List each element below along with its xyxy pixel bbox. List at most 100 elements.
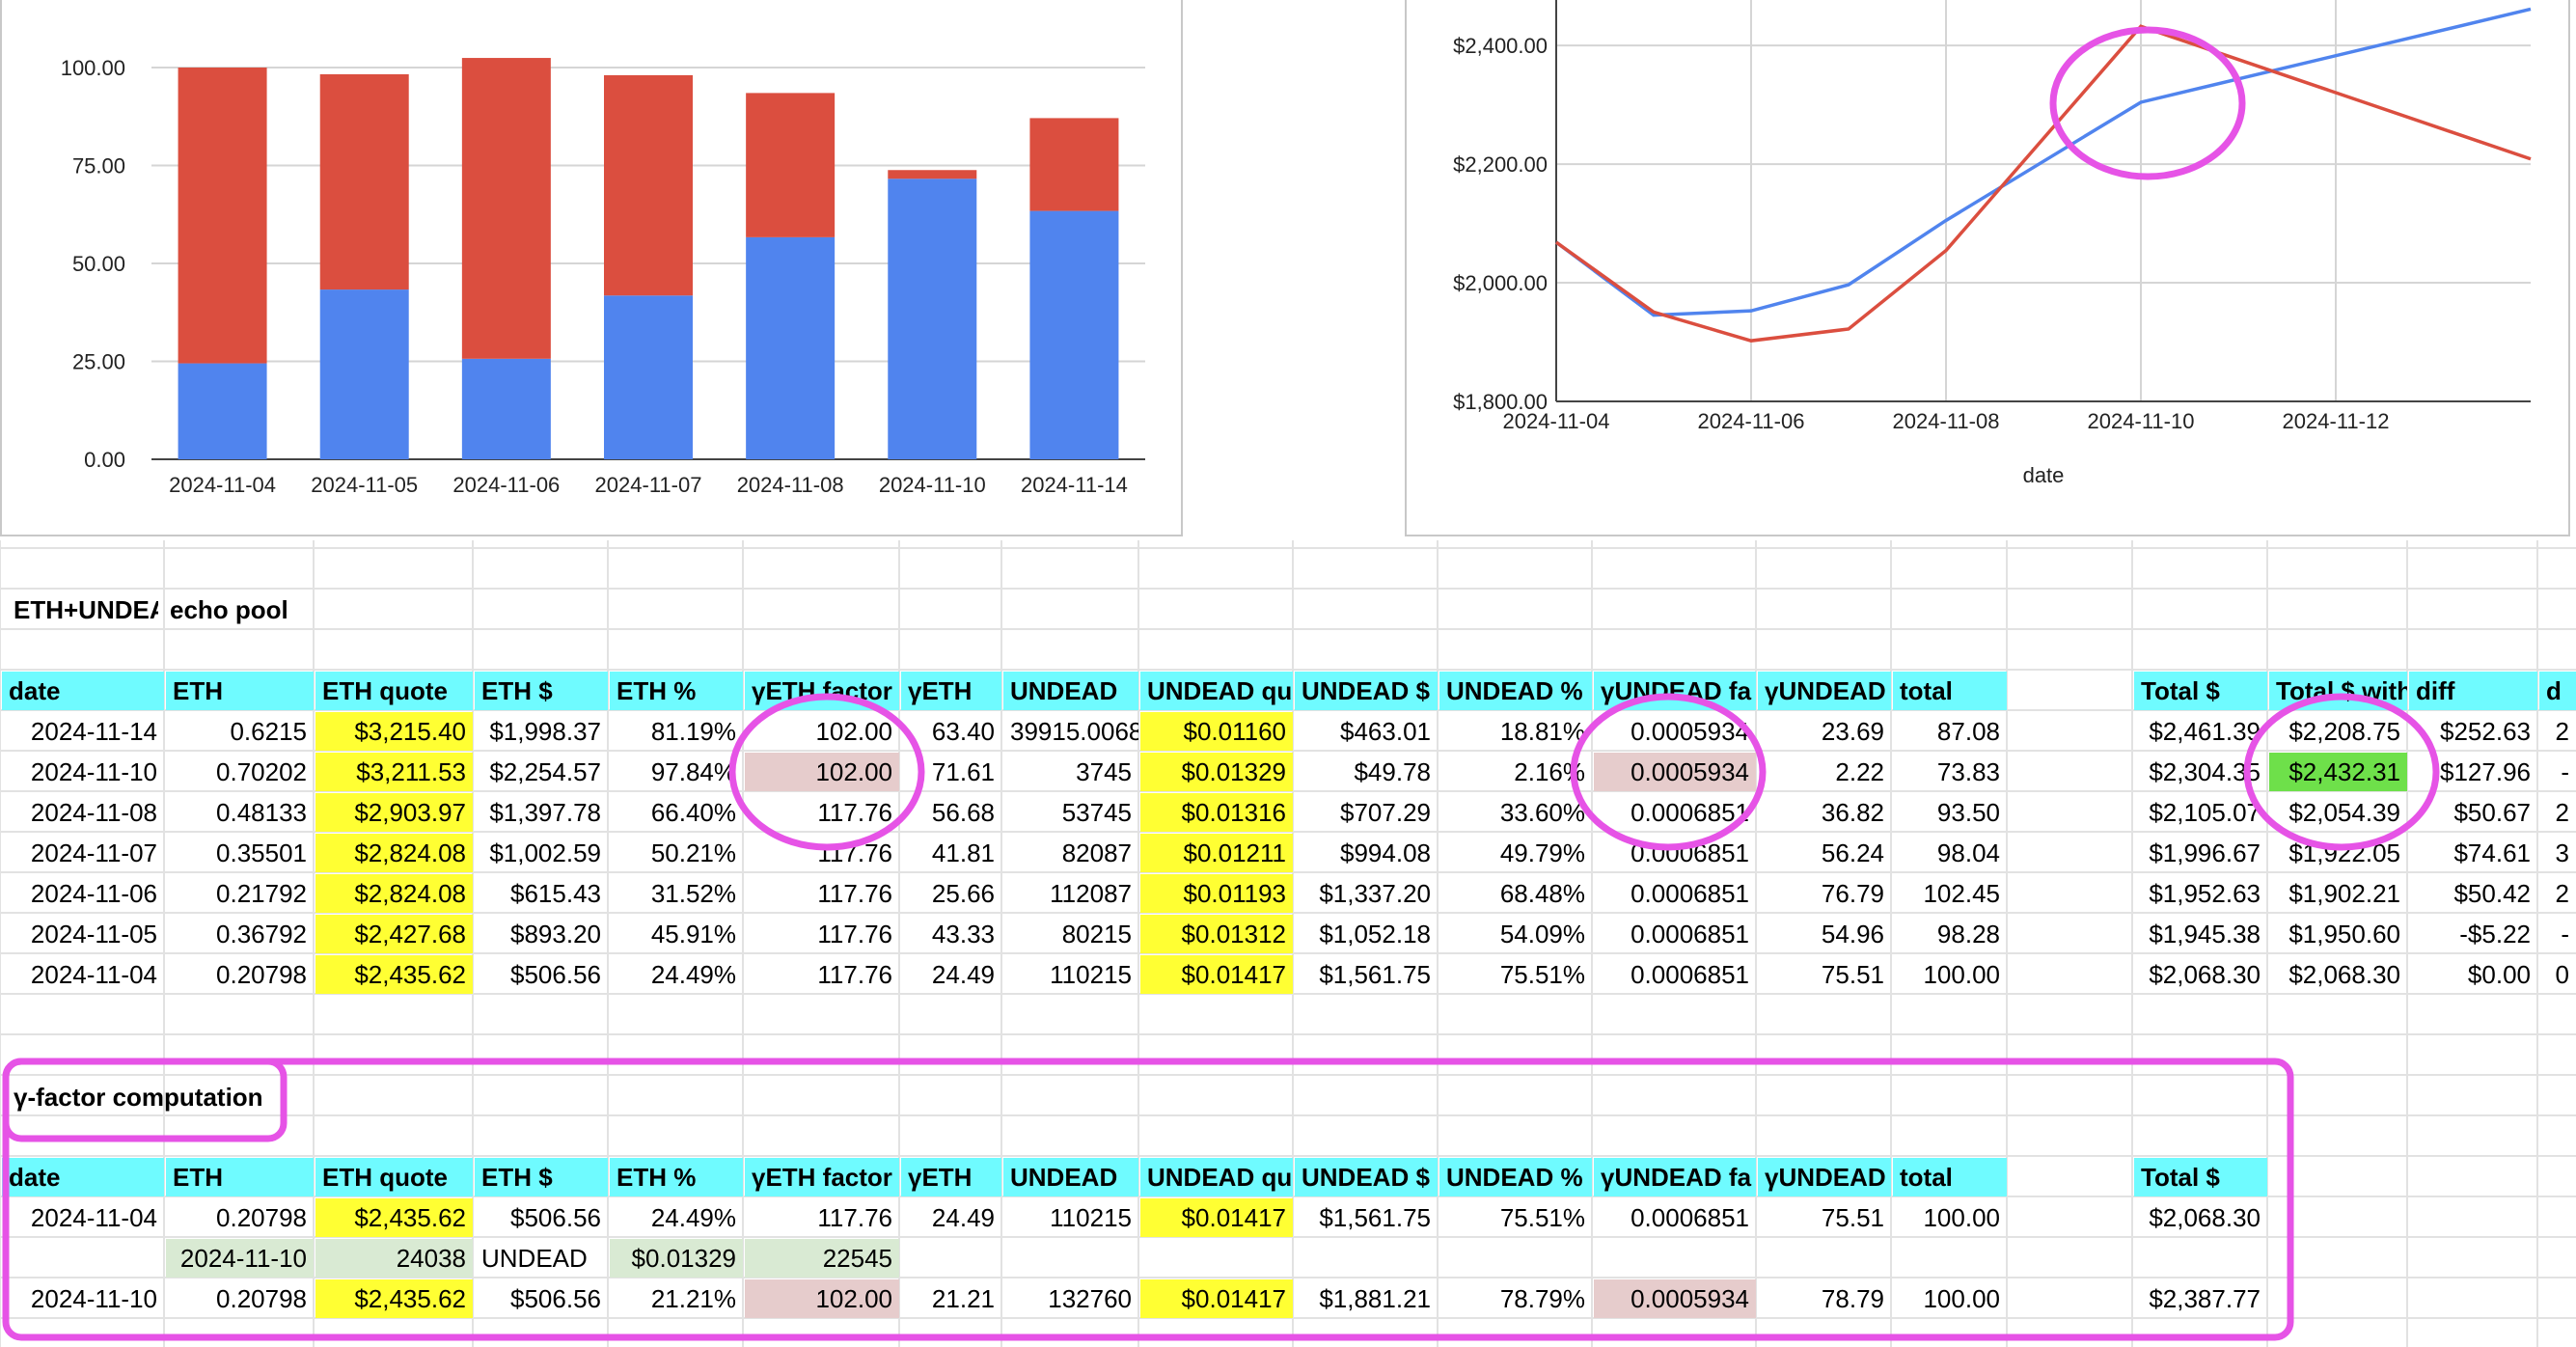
bar-segment-blue[interactable] bbox=[888, 179, 977, 459]
cell-eth-pct[interactable]: 24.49% bbox=[650, 960, 736, 989]
cell-undead[interactable]: 39915.0068 bbox=[1010, 717, 1138, 746]
cell-right-1[interactable]: $1,922.05 bbox=[2288, 838, 2400, 867]
cell-eth[interactable]: 0.36792 bbox=[216, 920, 307, 948]
cell-eth-pct[interactable]: 45.91% bbox=[650, 920, 736, 948]
gamma-cell-eth-usd[interactable]: $506.56 bbox=[510, 1284, 601, 1313]
cell-right-1[interactable]: $1,950.60 bbox=[2288, 920, 2400, 948]
cell-right-0[interactable]: $1,952.63 bbox=[2149, 879, 2261, 908]
bar-segment-blue[interactable] bbox=[604, 295, 693, 459]
cell-geth[interactable]: 25.66 bbox=[931, 879, 995, 908]
gamma-cell-geth[interactable]: 24.49 bbox=[931, 1203, 995, 1232]
cell-gundead[interactable]: 75.51 bbox=[1821, 960, 1884, 989]
gamma-cell-gundead[interactable]: 78.79 bbox=[1821, 1284, 1884, 1313]
bar-segment-red[interactable] bbox=[1029, 118, 1119, 211]
cell-eth[interactable]: 0.6215 bbox=[230, 717, 307, 746]
cell-total[interactable]: 100.00 bbox=[1923, 960, 2000, 989]
cell-right-3[interactable]: 2 bbox=[2555, 798, 2569, 827]
header-right-3[interactable]: d bbox=[2539, 672, 2576, 710]
cell-eth[interactable]: 0.21792 bbox=[216, 879, 307, 908]
bar-segment-blue[interactable] bbox=[178, 363, 267, 459]
cell-eth-usd[interactable]: $1,998.37 bbox=[489, 717, 601, 746]
gamma-cell-eth-quote[interactable]: $2,435.62 bbox=[315, 1198, 473, 1237]
gamma-cell-eth-quote[interactable]: $2,435.62 bbox=[315, 1279, 473, 1318]
cell-date[interactable]: 2024-11-06 bbox=[30, 879, 157, 908]
cell-gundead-factor[interactable]: 0.0006851 bbox=[1631, 879, 1749, 908]
header-geth-factor[interactable]: γETH factor bbox=[745, 672, 899, 710]
cell-undead-usd[interactable]: $49.78 bbox=[1354, 757, 1431, 786]
header-eth-quote[interactable]: ETH quote bbox=[315, 672, 473, 710]
cell-eth-pct[interactable]: 50.21% bbox=[650, 838, 736, 867]
cell-undead[interactable]: 112087 bbox=[1050, 879, 1132, 908]
gamma-calc-cell[interactable]: UNDEAD bbox=[481, 1244, 588, 1273]
header-date[interactable]: date bbox=[2, 672, 164, 710]
cell-right-2[interactable]: -$5.22 bbox=[2459, 920, 2531, 948]
cell-gundead[interactable]: 2.22 bbox=[1835, 757, 1884, 786]
bar-segment-red[interactable] bbox=[461, 58, 551, 359]
cell-geth[interactable]: 24.49 bbox=[931, 960, 995, 989]
cell-gundead-factor[interactable]: 0.0006851 bbox=[1631, 798, 1749, 827]
header-undead-usd[interactable]: UNDEAD $ bbox=[1295, 672, 1438, 710]
cell-date[interactable]: 2024-11-04 bbox=[30, 960, 157, 989]
header-undead-quote[interactable]: UNDEAD qu bbox=[1140, 672, 1293, 710]
cell-geth[interactable]: 41.81 bbox=[931, 838, 995, 867]
gamma-calc-cell[interactable]: 2024-11-10 bbox=[166, 1239, 314, 1278]
gamma-cell-undead-quote[interactable]: $0.01417 bbox=[1140, 1279, 1293, 1318]
gamma-cell-gundead-factor[interactable]: 0.0005934 bbox=[1594, 1279, 1756, 1318]
bar-segment-red[interactable] bbox=[746, 93, 836, 237]
bar-segment-red[interactable] bbox=[319, 73, 409, 290]
cell-right-2[interactable]: $0.00 bbox=[2467, 960, 2531, 989]
cell-undead[interactable]: 53745 bbox=[1061, 798, 1132, 827]
cell-undead-quote[interactable]: $0.01211 bbox=[1140, 834, 1293, 872]
gamma-cell-eth-pct[interactable]: 24.49% bbox=[650, 1203, 736, 1232]
cell-eth[interactable]: 0.20798 bbox=[216, 960, 307, 989]
bar-segment-blue[interactable] bbox=[746, 236, 836, 459]
cell-geth-factor[interactable]: 117.76 bbox=[817, 838, 892, 867]
cell-eth-quote[interactable]: $2,435.62 bbox=[315, 955, 473, 994]
cell-eth-usd[interactable]: $506.56 bbox=[510, 960, 601, 989]
header-geth[interactable]: γETH bbox=[901, 672, 1001, 710]
gamma-cell-gundead-factor[interactable]: 0.0006851 bbox=[1631, 1203, 1749, 1232]
cell-undead[interactable]: 80215 bbox=[1061, 920, 1132, 948]
cell-undead-quote[interactable]: $0.01193 bbox=[1140, 874, 1293, 913]
gamma-cell-eth[interactable]: 0.20798 bbox=[216, 1284, 307, 1313]
cell-date[interactable]: 2024-11-14 bbox=[30, 717, 157, 746]
gamma-header-undead-pct[interactable]: UNDEAD % bbox=[1439, 1158, 1592, 1196]
cell-gundead[interactable]: 23.69 bbox=[1821, 717, 1884, 746]
cell-undead[interactable]: 3745 bbox=[1076, 757, 1132, 786]
cell-gundead-factor[interactable]: 0.0006851 bbox=[1631, 920, 1749, 948]
gamma-cell-eth-pct[interactable]: 21.21% bbox=[650, 1284, 736, 1313]
cell-total[interactable]: 93.50 bbox=[1936, 798, 2000, 827]
cell-undead-pct[interactable]: 75.51% bbox=[1499, 960, 1585, 989]
cell-gundead-factor[interactable]: 0.0006851 bbox=[1631, 960, 1749, 989]
gamma-cell-total-usd[interactable]: $2,387.77 bbox=[2149, 1284, 2261, 1313]
cell-eth-quote[interactable]: $3,211.53 bbox=[315, 753, 473, 791]
cell-right-0[interactable]: $2,304.35 bbox=[2149, 757, 2261, 786]
cell-right-0[interactable]: $2,068.30 bbox=[2149, 960, 2261, 989]
cell-geth-factor[interactable]: 117.76 bbox=[817, 798, 892, 827]
line-series-blue[interactable] bbox=[1554, 7, 2532, 317]
cell-geth[interactable]: 63.40 bbox=[931, 717, 995, 746]
cell-gundead[interactable]: 76.79 bbox=[1821, 879, 1884, 908]
gamma-cell-date[interactable]: 2024-11-04 bbox=[30, 1203, 157, 1232]
cell-undead-quote[interactable]: $0.01316 bbox=[1140, 793, 1293, 832]
header-right-2[interactable]: diff bbox=[2409, 672, 2537, 710]
cell-total[interactable]: 73.83 bbox=[1936, 757, 2000, 786]
cell-total[interactable]: 102.45 bbox=[1923, 879, 2000, 908]
gamma-cell-gundead[interactable]: 75.51 bbox=[1821, 1203, 1884, 1232]
header-right-0[interactable]: Total $ bbox=[2134, 672, 2267, 710]
cell-undead-quote[interactable]: $0.01312 bbox=[1140, 915, 1293, 953]
gamma-calc-cell[interactable]: 24038 bbox=[315, 1239, 473, 1278]
cell-right-3[interactable]: 0 bbox=[2555, 960, 2569, 989]
bar-segment-blue[interactable] bbox=[1029, 210, 1119, 459]
bar-segment-red[interactable] bbox=[178, 68, 267, 364]
cell-geth-factor[interactable]: 117.76 bbox=[817, 879, 892, 908]
cell-undead-usd[interactable]: $707.29 bbox=[1340, 798, 1431, 827]
cell-eth-quote[interactable]: $2,824.08 bbox=[315, 874, 473, 913]
cell-eth-pct[interactable]: 66.40% bbox=[650, 798, 736, 827]
cell-right-3[interactable]: - bbox=[2561, 920, 2569, 948]
cell-date[interactable]: 2024-11-07 bbox=[30, 838, 157, 867]
cell-gundead[interactable]: 36.82 bbox=[1821, 798, 1884, 827]
gamma-header-total[interactable]: total bbox=[1893, 1158, 2007, 1196]
cell-geth-factor[interactable]: 117.76 bbox=[817, 920, 892, 948]
bar-segment-red[interactable] bbox=[604, 74, 693, 296]
